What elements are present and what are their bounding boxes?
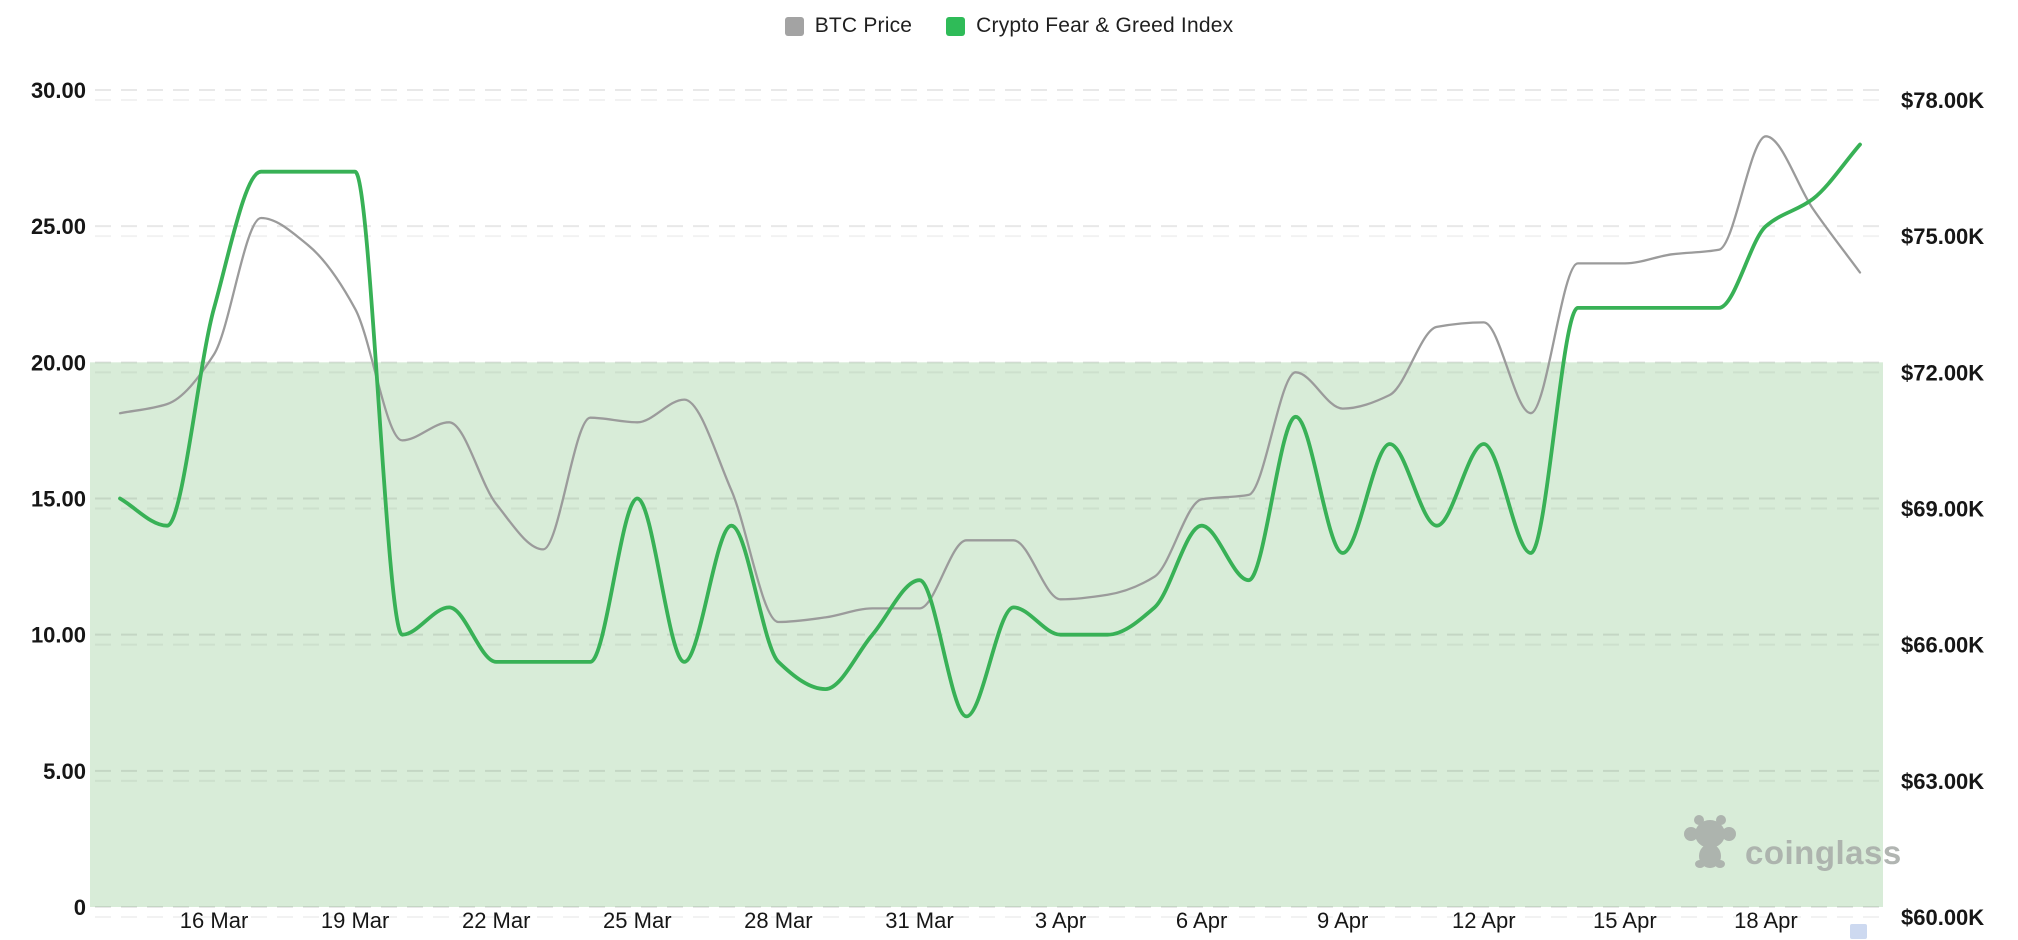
x-axis-tick: 31 Mar <box>885 908 953 933</box>
right-axis-tick: $75.00K <box>1901 224 1984 249</box>
left-axis-tick: 0 <box>74 895 86 920</box>
coinglass-watermark-text: coinglass <box>1745 834 1902 871</box>
left-axis-tick: 5.00 <box>43 759 86 784</box>
right-axis-tick: $69.00K <box>1901 497 1984 522</box>
x-axis-tick: 19 Mar <box>321 908 389 933</box>
left-axis-tick: 25.00 <box>31 214 86 239</box>
right-axis-tick: $60.00K <box>1901 905 1984 930</box>
x-axis-tick: 25 Mar <box>603 908 671 933</box>
x-axis-tick: 9 Apr <box>1317 908 1368 933</box>
btc-price-line <box>118 135 1862 624</box>
left-axis-tick: 30.00 <box>31 78 86 103</box>
right-axis-tick: $63.00K <box>1901 769 1984 794</box>
scrollbar-artifact[interactable] <box>1850 924 1867 939</box>
right-axis-tick: $78.00K <box>1901 88 1984 113</box>
left-axis-tick: 15.00 <box>31 487 86 512</box>
left-axis-tick: 10.00 <box>31 623 86 648</box>
coinglass-watermark: coinglass <box>1684 815 1902 871</box>
x-axis-tick: 3 Apr <box>1035 908 1086 933</box>
x-axis-tick: 15 Apr <box>1593 908 1657 933</box>
legend-item-btc-price[interactable]: BTC Price <box>784 14 913 38</box>
legend-item-fear-greed[interactable]: Crypto Fear & Greed Index <box>946 14 1233 38</box>
x-axis-tick: 16 Mar <box>180 908 248 933</box>
coinglass-bull-icon <box>1684 815 1736 868</box>
left-axis-tick: 20.00 <box>31 350 86 375</box>
legend-label-btc-price: BTC Price <box>814 14 913 37</box>
x-axis-tick: 22 Mar <box>462 908 530 933</box>
x-axis-tick: 18 Apr <box>1734 908 1798 933</box>
legend-label-fear-greed: Crypto Fear & Greed Index <box>976 14 1234 37</box>
x-axis-tick: 6 Apr <box>1176 908 1227 933</box>
x-axis-tick: 12 Apr <box>1452 908 1516 933</box>
btc-price-swatch-icon <box>784 16 804 36</box>
fear-greed-line <box>118 142 1862 719</box>
fear-greed-swatch-icon <box>946 16 966 36</box>
chart-legend: BTC Price Crypto Fear & Greed Index <box>0 14 2018 38</box>
extreme-fear-zone <box>90 362 1883 907</box>
right-axis-tick: $72.00K <box>1901 360 1984 385</box>
x-axis-tick: 28 Mar <box>744 908 812 933</box>
right-axis-tick: $66.00K <box>1901 633 1984 658</box>
